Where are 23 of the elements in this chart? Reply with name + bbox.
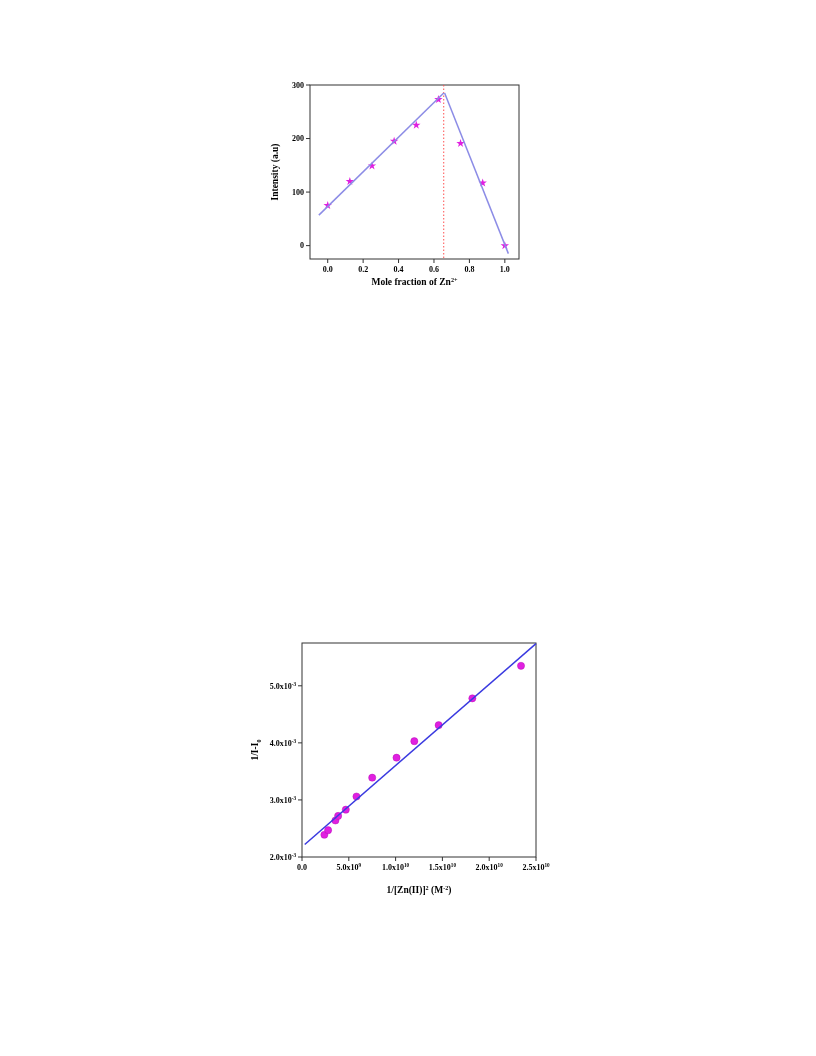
x-tick-label: 0.0: [322, 265, 333, 274]
x-tick-label: 1.0x10$^{10}$: [382, 862, 410, 872]
y-tick-label: 100: [292, 187, 304, 197]
x-tick-label: 1.0: [499, 265, 510, 274]
x-tick-label: 2.0x10$^{10}$: [475, 862, 504, 872]
y-tick-label: 300: [292, 80, 304, 90]
x-tick-label: 0.4: [393, 265, 404, 274]
x-tick-label: 0.6: [428, 265, 439, 274]
x-axis-title: Mole fraction of Zn$^{2+}$: [371, 277, 458, 287]
y-tick-label: 2.0x10$^{-3}$: [269, 851, 297, 862]
x-tick-label: 0.0: [297, 863, 307, 872]
y-tick-label: 4.0x10$^{-3}$: [269, 737, 297, 748]
x-tick-label: 5.0x10$^{9}$: [336, 862, 362, 872]
x-tick-label: 0.8: [464, 265, 475, 274]
y-axis-title: Intensity (a.u): [270, 143, 281, 201]
x-tick-label: 2.5x10$^{10}$: [522, 862, 550, 872]
y-tick-label: 3.0x10$^{-3}$: [269, 794, 297, 805]
x-tick-label: 1.5x10$^{10}$: [428, 862, 457, 872]
y-tick-label: 5.0x10$^{-3}$: [269, 680, 297, 691]
x-axis-title: 1/[Zn(II)]$^{2}$ (M$^{-2}$): [386, 885, 452, 896]
y-tick-label: 0: [300, 241, 304, 251]
x-tick-label: 0.2: [358, 265, 369, 274]
y-tick-label: 200: [292, 134, 304, 144]
